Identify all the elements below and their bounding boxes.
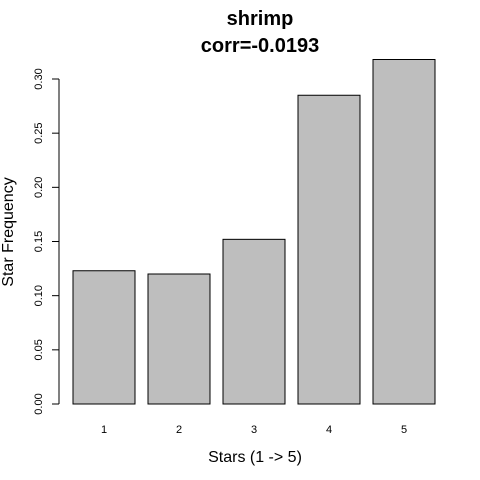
y-axis-label: Star Frequency	[0, 177, 17, 286]
chart-title: shrimp	[227, 8, 294, 30]
x-tick-label: 2	[176, 424, 182, 436]
x-axis-label: Stars (1 -> 5)	[208, 449, 302, 466]
y-tick-label: 0.20	[33, 177, 45, 198]
bar-1	[72, 270, 136, 405]
x-tick-label: 1	[101, 424, 107, 436]
y-tick-label: 0.15	[33, 231, 45, 252]
y-tick-label: 0.00	[33, 393, 45, 414]
bar-2	[147, 273, 211, 405]
bar-4	[297, 94, 361, 405]
bars-group	[72, 59, 436, 405]
y-tick-label: 0.05	[33, 339, 45, 360]
y-tick-label: 0.30	[33, 68, 45, 89]
x-axis-tick-labels: 1 2 3 4 5	[101, 424, 407, 436]
y-axis-ticks: 0.00 0.05 0.10 0.15 0.20 0.25 0.30	[33, 68, 59, 415]
x-tick-label: 3	[251, 424, 257, 436]
y-tick-label: 0.25	[33, 122, 45, 143]
bar-3	[222, 238, 286, 405]
x-tick-label: 4	[326, 424, 332, 436]
x-tick-label: 5	[401, 424, 407, 436]
chart-subtitle: corr=-0.0193	[201, 35, 319, 57]
y-tick-label: 0.10	[33, 285, 45, 306]
bar-5	[372, 59, 436, 405]
